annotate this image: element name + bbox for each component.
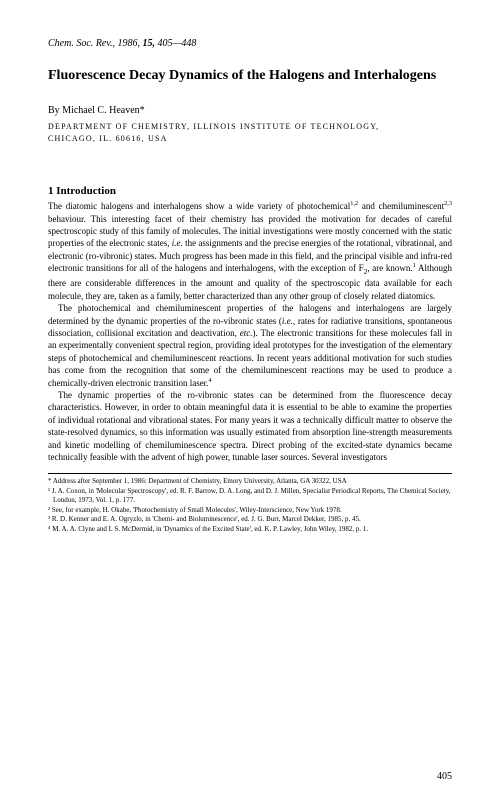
article-title: Fluorescence Decay Dynamics of the Halog… bbox=[48, 67, 452, 85]
page-number: 405 bbox=[437, 771, 452, 782]
journal-header: Chem. Soc. Rev., 1986, 15, 405—448 bbox=[48, 38, 452, 49]
paragraph-1: The diatomic halogens and interhalogens … bbox=[48, 200, 452, 302]
journal-name: Chem. Soc. Rev., bbox=[48, 38, 115, 49]
section-number: 1 bbox=[48, 185, 54, 197]
footnote-4: ⁴ M. A. A. Clyne and I. S. McDermid, in … bbox=[48, 525, 452, 534]
footnote-3: ³ R. D. Kenner and E. A. Ogryzlo, in 'Ch… bbox=[48, 515, 452, 524]
paragraph-2: The photochemical and chemiluminescent p… bbox=[48, 302, 452, 389]
footnote-asterisk: * Address after September 1, 1986: Depar… bbox=[48, 477, 452, 486]
paragraph-3: The dynamic properties of the ro-vibroni… bbox=[48, 389, 452, 463]
section-title: Introduction bbox=[56, 185, 116, 197]
author-by: By bbox=[48, 105, 60, 116]
author-line: By Michael C. Heaven* bbox=[48, 105, 452, 116]
affiliation: DEPARTMENT OF CHEMISTRY, ILLINOIS INSTIT… bbox=[48, 121, 452, 145]
journal-volume: 15, bbox=[143, 38, 156, 49]
section-heading: 1 Introduction bbox=[48, 185, 452, 197]
affiliation-line1: DEPARTMENT OF CHEMISTRY, ILLINOIS INSTIT… bbox=[48, 121, 452, 133]
journal-year: 1986, bbox=[118, 38, 141, 49]
footnote-2: ² See, for example, H. Okabe, 'Photochem… bbox=[48, 506, 452, 515]
author-name: Michael C. Heaven* bbox=[62, 105, 144, 116]
footnote-1: ¹ J. A. Coxon, in 'Molecular Spectroscop… bbox=[48, 487, 452, 506]
affiliation-line2: CHICAGO, IL. 60616, USA bbox=[48, 133, 452, 145]
journal-pages: 405—448 bbox=[158, 38, 197, 49]
footnotes: * Address after September 1, 1986: Depar… bbox=[48, 477, 452, 534]
footnote-divider bbox=[48, 473, 452, 474]
body-text: The diatomic halogens and interhalogens … bbox=[48, 200, 452, 463]
